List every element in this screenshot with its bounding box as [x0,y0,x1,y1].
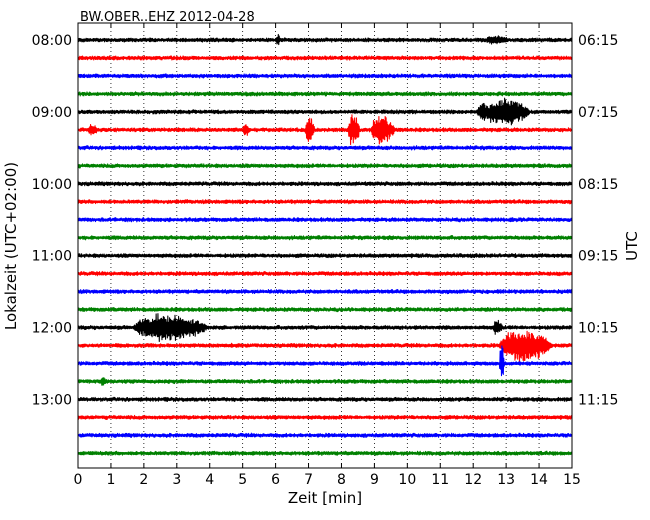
y-tick-label-right: 09:15 [578,249,618,265]
x-tick-label: 11 [431,472,449,488]
trace-row-19 [77,377,573,386]
y-tick-label-left: 08:00 [32,33,72,49]
trace-row-18 [77,345,573,377]
x-axis-label: Zeit [min] [288,489,362,507]
trace-row-3 [77,91,573,97]
trace-row-0 [77,33,573,46]
axis-ticks: 0 1 2 3 4 5 6 7 8 9 10 11 12 13 14 1508:0009:0010:0011:… [32,23,618,488]
y-tick-label-left: 11:00 [32,249,72,265]
x-tick-label: 9 [370,472,379,488]
x-tick-label: 6 [271,472,280,488]
y-tick-label-left: 09:00 [32,105,72,121]
x-tick-label: 2 [139,472,148,488]
plot-frame [77,22,573,469]
x-tick-label: 14 [530,472,548,488]
x-tick-label: 15 [563,472,581,488]
trace-row-15 [77,306,573,313]
trace-row-6 [77,145,573,151]
trace-row-14 [77,288,573,295]
y-axis-label-right: UTC [623,231,641,261]
trace-row-22 [77,432,573,438]
trace-row-12 [77,253,573,259]
y-axis-label-left: Lokalzeit (UTC+02:00) [2,162,20,330]
trace-row-23 [77,450,573,457]
chart-title: BW.OBER..EHZ 2012-04-28 [80,10,255,25]
trace-row-13 [77,270,573,277]
trace-row-21 [77,414,573,421]
trace-row-9 [77,199,573,205]
trace-row-1 [77,55,573,61]
x-tick-label: 12 [464,472,482,488]
y-tick-label-right: 10:15 [578,321,618,337]
seismic-traces [77,33,573,457]
x-tick-label: 7 [304,472,313,488]
x-tick-label: 0 [74,472,83,488]
trace-row-11 [77,234,573,241]
trace-row-16 [77,313,573,342]
trace-row-20 [77,396,573,403]
x-tick-label: 5 [238,472,247,488]
trace-row-7 [77,163,573,169]
y-tick-label-left: 12:00 [32,321,72,337]
x-tick-label: 10 [398,472,416,488]
y-tick-label-right: 08:15 [578,177,618,193]
trace-row-8 [77,181,573,187]
trace-row-5 [77,114,573,146]
x-tick-label: 1 [106,472,115,488]
y-tick-label-right: 06:15 [578,33,618,49]
x-tick-label: 4 [205,472,214,488]
trace-row-10 [77,217,573,223]
trace-row-2 [77,73,573,79]
y-tick-label-right: 11:15 [578,392,618,408]
x-tick-label: 8 [337,472,346,488]
y-tick-label-left: 13:00 [32,392,72,408]
y-tick-label-right: 07:15 [578,105,618,121]
x-tick-label: 3 [172,472,181,488]
y-tick-label-left: 10:00 [32,177,72,193]
trace-row-4 [77,97,573,126]
trace-row-17 [77,330,573,365]
x-tick-label: 13 [497,472,515,488]
